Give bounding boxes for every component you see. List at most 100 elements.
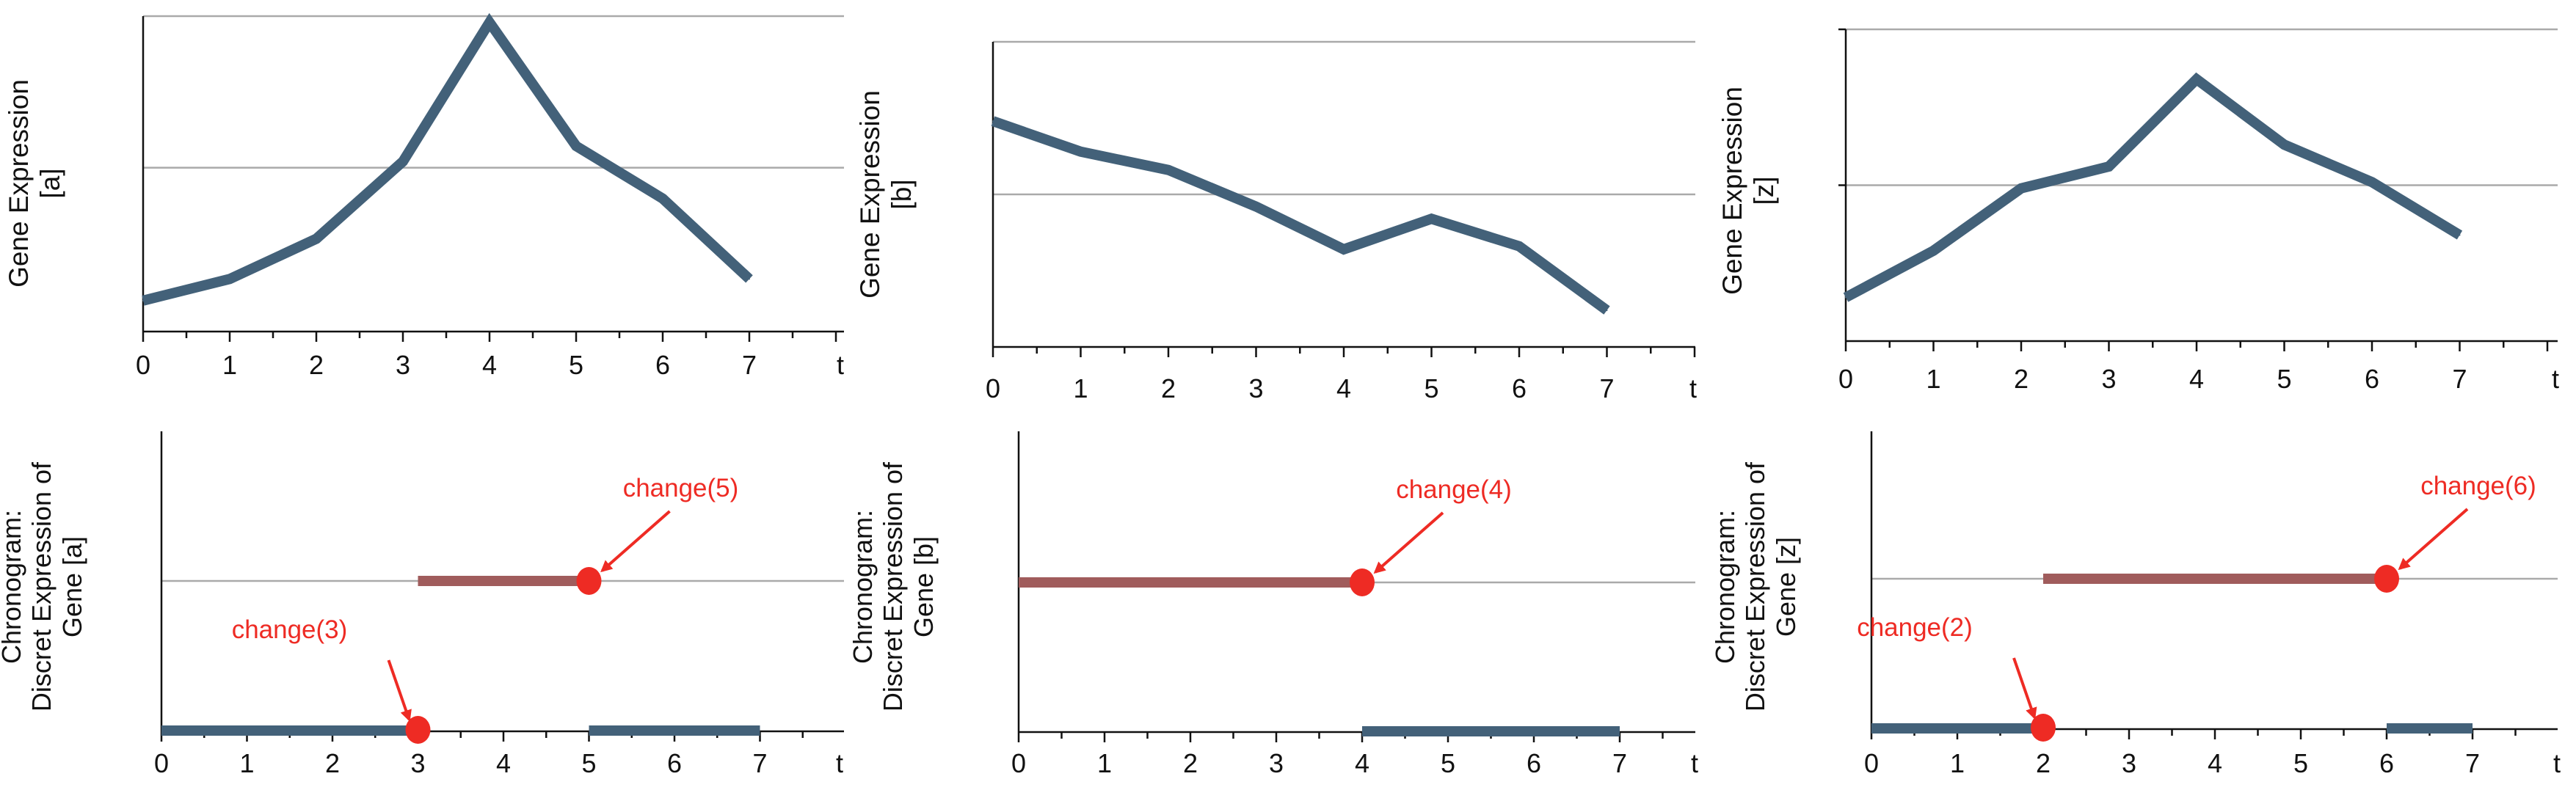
x-tick-label: 7 bbox=[1612, 748, 1627, 778]
x-tick-label: 6 bbox=[2365, 364, 2379, 394]
series-line bbox=[991, 116, 1610, 315]
x-tick-label: 4 bbox=[1336, 373, 1351, 403]
change-arrow bbox=[387, 659, 412, 723]
chronogram-svg: 0 1 2 3 4 5 6 7 t change(3) change(5) bbox=[154, 431, 844, 778]
x-tick-label: 0 bbox=[136, 350, 150, 380]
x-tick-label: 4 bbox=[496, 748, 511, 778]
x-tick-label: 6 bbox=[1527, 748, 1541, 778]
change-label: change(5) bbox=[623, 474, 739, 502]
x-tick-label: 6 bbox=[655, 350, 670, 380]
data-point bbox=[2020, 187, 2022, 189]
data-point bbox=[489, 21, 490, 23]
x-tick-label: 4 bbox=[2208, 748, 2222, 778]
x-tick-label: 2 bbox=[2014, 364, 2029, 394]
x-tick-label: 3 bbox=[2101, 364, 2116, 394]
change-point bbox=[1350, 568, 1375, 596]
data-point bbox=[749, 278, 750, 280]
series-line bbox=[142, 12, 753, 306]
x-tick-label: 3 bbox=[2122, 748, 2136, 778]
x-axis-label: t bbox=[1691, 748, 1698, 778]
data-point bbox=[1932, 249, 1935, 252]
x-axis-label: t bbox=[2553, 748, 2561, 778]
x-tick-label: 2 bbox=[309, 350, 324, 380]
x-tick-label: 3 bbox=[1269, 748, 1284, 778]
change-label: change(6) bbox=[2420, 472, 2536, 500]
change-label: change(4) bbox=[1396, 475, 1512, 504]
x-tick-label: 5 bbox=[581, 748, 596, 778]
change-point bbox=[576, 567, 602, 595]
data-point bbox=[662, 197, 663, 200]
change-arrow bbox=[2012, 657, 2037, 720]
x-tick-label: 0 bbox=[1011, 748, 1026, 778]
data-point bbox=[1080, 150, 1082, 153]
change-point bbox=[2031, 714, 2056, 742]
chronogram-svg: 0 1 2 3 4 5 6 7 t change(2) change(6) bbox=[1857, 431, 2561, 778]
x-tick-label: 2 bbox=[2036, 748, 2051, 778]
chronogram-svg: 0 1 2 3 4 5 6 7 t change(4) bbox=[1011, 431, 1698, 778]
data-point bbox=[2371, 181, 2373, 183]
x-tick-label: 7 bbox=[2465, 748, 2480, 778]
change-label: change(3) bbox=[232, 615, 348, 644]
x-tick-label: 4 bbox=[1355, 748, 1369, 778]
data-point bbox=[1343, 248, 1345, 250]
x-tick-label: 2 bbox=[1161, 373, 1176, 403]
data-point bbox=[2108, 166, 2110, 167]
chronogram-panel-gene-z: Chronogram: Discret Expression of Gene [… bbox=[1710, 411, 2576, 790]
data-point bbox=[1168, 169, 1169, 171]
x-tick-label: 5 bbox=[2293, 748, 2308, 778]
x-tick-label: 0 bbox=[986, 373, 1000, 403]
data-point bbox=[1518, 245, 1520, 247]
data-point bbox=[992, 120, 994, 122]
x-tick-label: 0 bbox=[154, 748, 169, 778]
data-point bbox=[1255, 205, 1257, 208]
data-point bbox=[402, 161, 404, 163]
x-tick-label: 1 bbox=[1950, 748, 1965, 778]
change-point bbox=[2374, 565, 2399, 593]
series-line bbox=[1843, 72, 2463, 302]
change-arrow bbox=[2398, 508, 2469, 571]
x-tick-label: 4 bbox=[2189, 364, 2204, 394]
x-tick-label: 3 bbox=[410, 748, 425, 778]
data-point bbox=[1606, 310, 1608, 312]
x-tick-label: 3 bbox=[1248, 373, 1263, 403]
change-arrow bbox=[1373, 511, 1444, 574]
data-point bbox=[2459, 234, 2461, 236]
x-tick-label: 1 bbox=[1073, 373, 1088, 403]
x-axis-label: t bbox=[837, 350, 844, 380]
x-tick-label: 7 bbox=[752, 748, 767, 778]
data-point bbox=[1845, 296, 1847, 299]
x-tick-label: 3 bbox=[396, 350, 410, 380]
data-point bbox=[2283, 144, 2285, 146]
data-point bbox=[2196, 78, 2197, 80]
x-tick-label: 1 bbox=[1097, 748, 1112, 778]
x-tick-label: 2 bbox=[1183, 748, 1198, 778]
x-tick-label: 1 bbox=[239, 748, 254, 778]
chart-svg: 0 1 2 3 4 5 6 7 t bbox=[136, 12, 844, 380]
x-tick-label: 1 bbox=[222, 350, 237, 380]
x-axis-label: t bbox=[2552, 364, 2559, 394]
data-point bbox=[316, 238, 317, 240]
x-tick-label: 6 bbox=[2379, 748, 2394, 778]
data-point bbox=[575, 145, 577, 147]
chronogram-panel-gene-b: Chronogram: Discret Expression of Gene [… bbox=[848, 411, 1714, 790]
x-tick-label: 6 bbox=[1512, 373, 1527, 403]
data-point bbox=[229, 278, 230, 280]
x-tick-label: 7 bbox=[1599, 373, 1614, 403]
x-tick-label: 1 bbox=[1926, 364, 1940, 394]
x-tick-label: 7 bbox=[742, 350, 757, 380]
x-tick-label: 5 bbox=[2277, 364, 2291, 394]
x-tick-label: 4 bbox=[482, 350, 497, 380]
x-tick-label: 2 bbox=[325, 748, 340, 778]
chart-svg: 0 1 2 3 4 5 6 7 t bbox=[1838, 28, 2559, 394]
x-tick-label: 5 bbox=[1441, 748, 1455, 778]
x-tick-label: 5 bbox=[1424, 373, 1438, 403]
data-point bbox=[142, 299, 144, 301]
change-point bbox=[405, 716, 431, 744]
x-tick-label: 7 bbox=[2452, 364, 2467, 394]
chronogram-panel-gene-a: Chronogram: Discret Expression of Gene [… bbox=[0, 411, 851, 790]
data-point bbox=[1430, 218, 1433, 220]
chart-svg: 0 1 2 3 4 5 6 7 t bbox=[986, 40, 1697, 403]
